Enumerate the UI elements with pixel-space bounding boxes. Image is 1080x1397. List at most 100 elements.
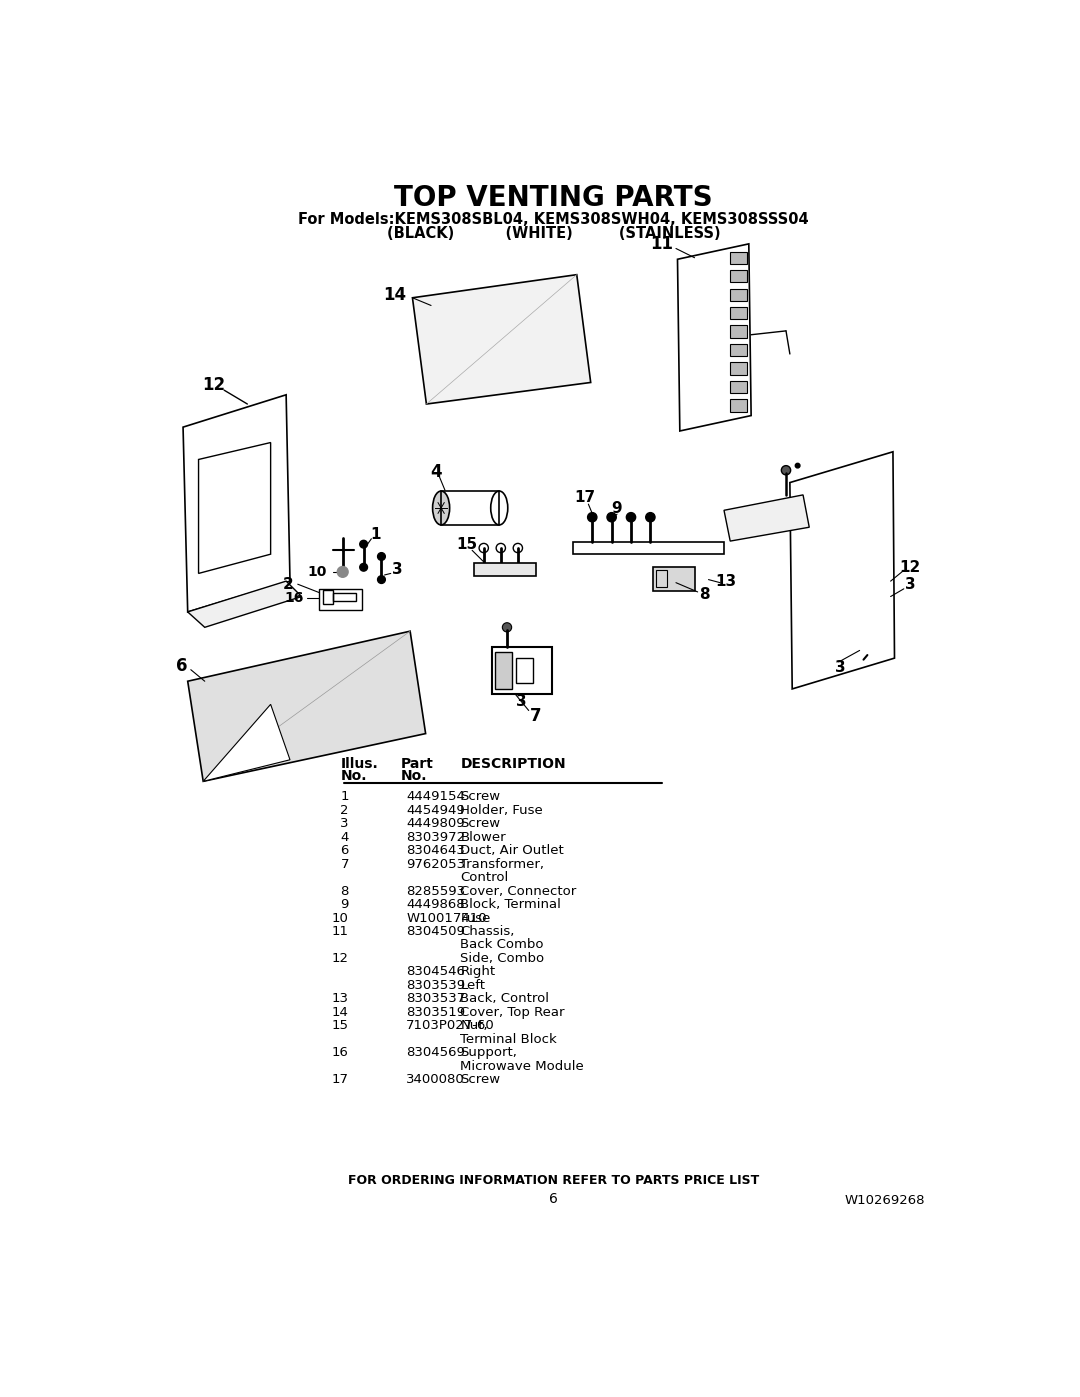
- Text: Side, Combo: Side, Combo: [460, 951, 544, 965]
- Text: 3: 3: [392, 562, 402, 577]
- Circle shape: [795, 548, 800, 553]
- Text: 8303539: 8303539: [406, 979, 465, 992]
- Text: Support,: Support,: [460, 1046, 517, 1059]
- Bar: [516, 658, 534, 683]
- Text: 8303519: 8303519: [406, 1006, 465, 1018]
- Text: 4454949: 4454949: [406, 803, 465, 817]
- Text: Back, Control: Back, Control: [460, 992, 550, 1006]
- Text: 8304509: 8304509: [406, 925, 465, 937]
- Text: 10: 10: [332, 911, 349, 925]
- Polygon shape: [188, 581, 301, 627]
- Text: 9762053: 9762053: [406, 858, 465, 870]
- Text: 8304546: 8304546: [406, 965, 465, 978]
- Text: Control: Control: [460, 872, 509, 884]
- Bar: [441, 490, 499, 525]
- Text: Nut,: Nut,: [460, 1020, 488, 1032]
- Text: 17: 17: [573, 490, 595, 506]
- Text: 8303537: 8303537: [406, 992, 465, 1006]
- Text: No.: No.: [341, 768, 367, 782]
- Bar: [496, 652, 512, 689]
- Circle shape: [781, 465, 791, 475]
- Text: 3: 3: [340, 817, 349, 830]
- Text: 6: 6: [549, 1192, 558, 1206]
- Text: 14: 14: [332, 1006, 349, 1018]
- Text: 7103P027-60: 7103P027-60: [406, 1020, 495, 1032]
- Text: 8303972: 8303972: [406, 831, 465, 844]
- Circle shape: [378, 553, 386, 560]
- Text: 9: 9: [611, 502, 622, 517]
- Text: 7: 7: [530, 707, 541, 725]
- Text: (BLACK)          (WHITE)         (STAINLESS): (BLACK) (WHITE) (STAINLESS): [387, 225, 720, 240]
- Bar: [730, 381, 747, 393]
- Ellipse shape: [433, 490, 449, 525]
- Text: Terminal Block: Terminal Block: [460, 1032, 557, 1046]
- Bar: [572, 542, 724, 555]
- Circle shape: [360, 541, 367, 548]
- Bar: [323, 591, 333, 605]
- Text: 14: 14: [383, 286, 406, 303]
- Text: 2: 2: [340, 803, 349, 817]
- Text: Cover, Connector: Cover, Connector: [460, 884, 577, 897]
- Text: Right: Right: [460, 965, 496, 978]
- Text: W10017410: W10017410: [406, 911, 487, 925]
- Circle shape: [646, 513, 656, 522]
- Bar: [730, 307, 747, 320]
- Text: Illus.: Illus.: [341, 757, 379, 771]
- Bar: [730, 344, 747, 356]
- Text: 4449809: 4449809: [406, 817, 464, 830]
- Text: Left: Left: [460, 979, 486, 992]
- Text: 3: 3: [905, 577, 916, 592]
- Text: DESCRIPTION: DESCRIPTION: [460, 757, 566, 771]
- Text: Back Combo: Back Combo: [460, 939, 544, 951]
- Text: 15: 15: [456, 536, 477, 552]
- Polygon shape: [789, 451, 894, 689]
- Bar: [730, 251, 747, 264]
- Text: 3: 3: [835, 659, 846, 675]
- Text: Fuse: Fuse: [460, 911, 491, 925]
- Text: 11: 11: [332, 925, 349, 937]
- Bar: [730, 326, 747, 338]
- Text: 12: 12: [900, 560, 920, 574]
- Text: 15: 15: [332, 1020, 349, 1032]
- Bar: [491, 647, 552, 693]
- Text: 16: 16: [332, 1046, 349, 1059]
- Polygon shape: [188, 631, 426, 781]
- Circle shape: [795, 648, 800, 652]
- Text: Chassis,: Chassis,: [460, 925, 515, 937]
- Text: Duct, Air Outlet: Duct, Air Outlet: [460, 844, 564, 858]
- Text: FOR ORDERING INFORMATION REFER TO PARTS PRICE LIST: FOR ORDERING INFORMATION REFER TO PARTS …: [348, 1173, 759, 1186]
- Text: 11: 11: [650, 235, 673, 253]
- Text: 12: 12: [332, 951, 349, 965]
- Text: No.: No.: [401, 768, 428, 782]
- Bar: [730, 289, 747, 300]
- Text: 13: 13: [715, 574, 737, 588]
- Circle shape: [588, 513, 597, 522]
- Bar: [656, 570, 666, 587]
- Text: Screw: Screw: [460, 817, 501, 830]
- Text: 17: 17: [332, 1073, 349, 1087]
- Text: TOP VENTING PARTS: TOP VENTING PARTS: [394, 183, 713, 212]
- Text: For Models:KEMS308SBL04, KEMS308SWH04, KEMS308SSS04: For Models:KEMS308SBL04, KEMS308SWH04, K…: [298, 212, 809, 226]
- Text: Part: Part: [401, 757, 434, 771]
- Text: 7: 7: [340, 858, 349, 870]
- Polygon shape: [413, 275, 591, 404]
- Text: 10: 10: [308, 564, 327, 578]
- Bar: [730, 400, 747, 412]
- Text: 16: 16: [284, 591, 303, 605]
- Polygon shape: [203, 704, 291, 781]
- Polygon shape: [724, 495, 809, 541]
- Text: 4449868: 4449868: [406, 898, 464, 911]
- Circle shape: [337, 567, 348, 577]
- Bar: [730, 362, 747, 374]
- Text: 3: 3: [515, 694, 526, 708]
- Text: Block, Terminal: Block, Terminal: [460, 898, 562, 911]
- Text: 8: 8: [340, 884, 349, 897]
- Text: 6: 6: [340, 844, 349, 858]
- Text: 9: 9: [340, 898, 349, 911]
- Text: W10269268: W10269268: [845, 1194, 926, 1207]
- Text: Microwave Module: Microwave Module: [460, 1060, 584, 1073]
- Bar: [730, 270, 747, 282]
- Circle shape: [607, 513, 617, 522]
- Text: Screw: Screw: [460, 1073, 501, 1087]
- Polygon shape: [677, 244, 751, 432]
